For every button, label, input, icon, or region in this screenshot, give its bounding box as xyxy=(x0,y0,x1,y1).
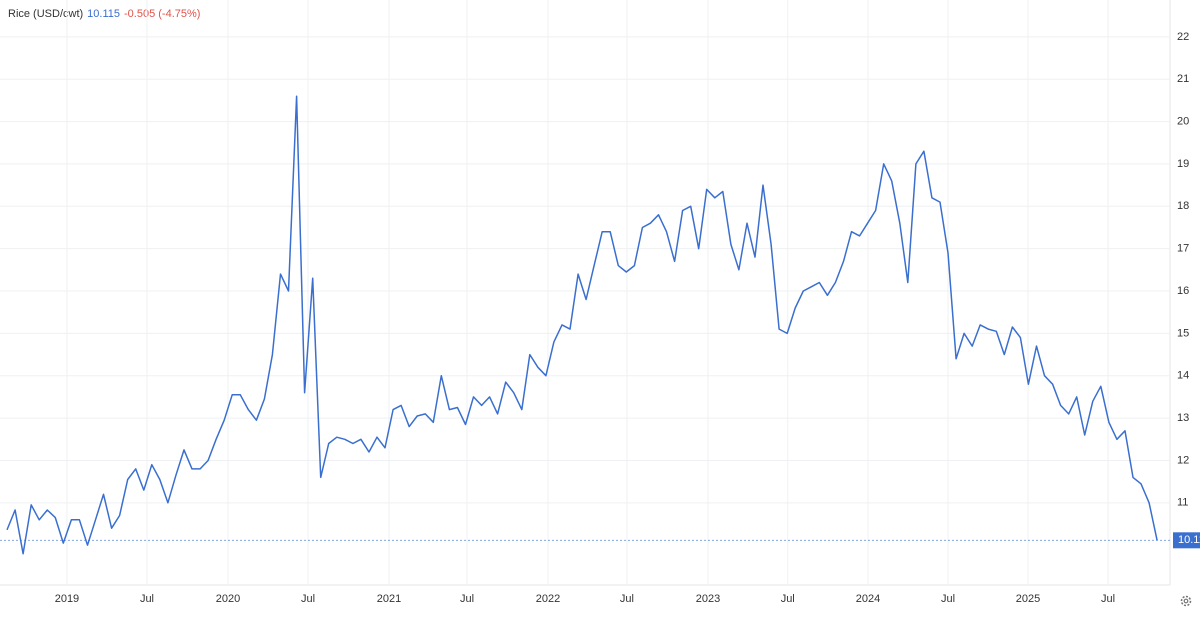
y-tick-label: 13 xyxy=(1177,412,1189,424)
price-line xyxy=(6,95,1158,555)
y-tick-label: 19 xyxy=(1177,158,1189,170)
last-price: 10.115 xyxy=(87,8,120,20)
chart-title: Rice (USD/cwt) xyxy=(8,8,84,20)
last-price-label: 10.115 xyxy=(1178,534,1200,546)
x-tick-label: Jul xyxy=(620,593,634,605)
x-tick-label: Jul xyxy=(460,593,474,605)
y-tick-label: 15 xyxy=(1177,327,1189,339)
x-tick-label: 2019 xyxy=(55,593,79,605)
x-tick-label: 2020 xyxy=(216,593,240,605)
y-tick-label: 12 xyxy=(1177,454,1189,466)
y-tick-label: 21 xyxy=(1177,73,1189,85)
header: Rice (USD/cwt) 10.115 -0.505 (-4.75%) xyxy=(8,8,204,20)
price-change: -0.505 (-4.75%) xyxy=(124,8,201,20)
x-tick-label: Jul xyxy=(941,593,955,605)
x-tick-label: Jul xyxy=(1101,593,1115,605)
y-tick-label: 16 xyxy=(1177,285,1189,297)
x-tick-label: 2022 xyxy=(536,593,560,605)
x-tick-label: Jul xyxy=(781,593,795,605)
x-tick-label: Jul xyxy=(301,593,315,605)
y-tick-label: 11 xyxy=(1177,497,1188,509)
y-tick-label: 18 xyxy=(1177,200,1189,212)
last-price-tag xyxy=(1173,532,1200,549)
x-tick-label: 2025 xyxy=(1016,593,1040,605)
x-tick-label: 2021 xyxy=(377,593,401,605)
settings-icon[interactable] xyxy=(1180,595,1192,607)
y-tick-label: 20 xyxy=(1177,115,1189,127)
y-tick-label: 17 xyxy=(1177,243,1189,255)
y-tick-label: 14 xyxy=(1177,370,1189,382)
y-tick-label: 22 xyxy=(1177,31,1189,43)
x-tick-label: Jul xyxy=(140,593,154,605)
x-tick-label: 2023 xyxy=(696,593,720,605)
x-tick-label: 2024 xyxy=(856,593,880,605)
